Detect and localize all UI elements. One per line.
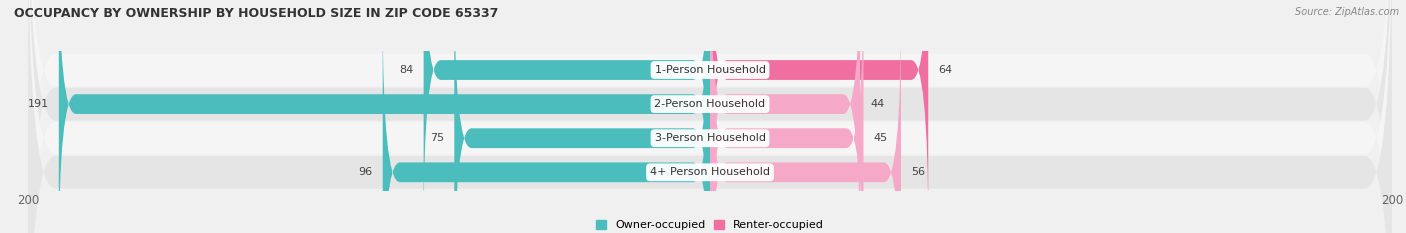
Text: 3-Person Household: 3-Person Household [655,133,765,143]
Text: 2-Person Household: 2-Person Household [654,99,766,109]
Text: 96: 96 [359,167,373,177]
Legend: Owner-occupied, Renter-occupied: Owner-occupied, Renter-occupied [596,220,824,230]
Text: 191: 191 [28,99,49,109]
FancyBboxPatch shape [710,0,863,233]
Text: 44: 44 [870,99,884,109]
FancyBboxPatch shape [28,0,1392,233]
Text: 4+ Person Household: 4+ Person Household [650,167,770,177]
Text: 56: 56 [911,167,925,177]
FancyBboxPatch shape [710,0,928,231]
Text: Source: ZipAtlas.com: Source: ZipAtlas.com [1295,7,1399,17]
FancyBboxPatch shape [382,12,710,233]
FancyBboxPatch shape [454,0,710,233]
FancyBboxPatch shape [28,0,1392,233]
Text: 1-Person Household: 1-Person Household [655,65,765,75]
Text: OCCUPANCY BY OWNERSHIP BY HOUSEHOLD SIZE IN ZIP CODE 65337: OCCUPANCY BY OWNERSHIP BY HOUSEHOLD SIZE… [14,7,499,20]
FancyBboxPatch shape [710,0,860,233]
Text: 84: 84 [399,65,413,75]
Text: 75: 75 [430,133,444,143]
FancyBboxPatch shape [59,0,710,233]
FancyBboxPatch shape [710,12,901,233]
FancyBboxPatch shape [28,0,1392,233]
FancyBboxPatch shape [28,0,1392,233]
Text: 64: 64 [938,65,953,75]
FancyBboxPatch shape [423,0,710,231]
Text: 45: 45 [873,133,887,143]
